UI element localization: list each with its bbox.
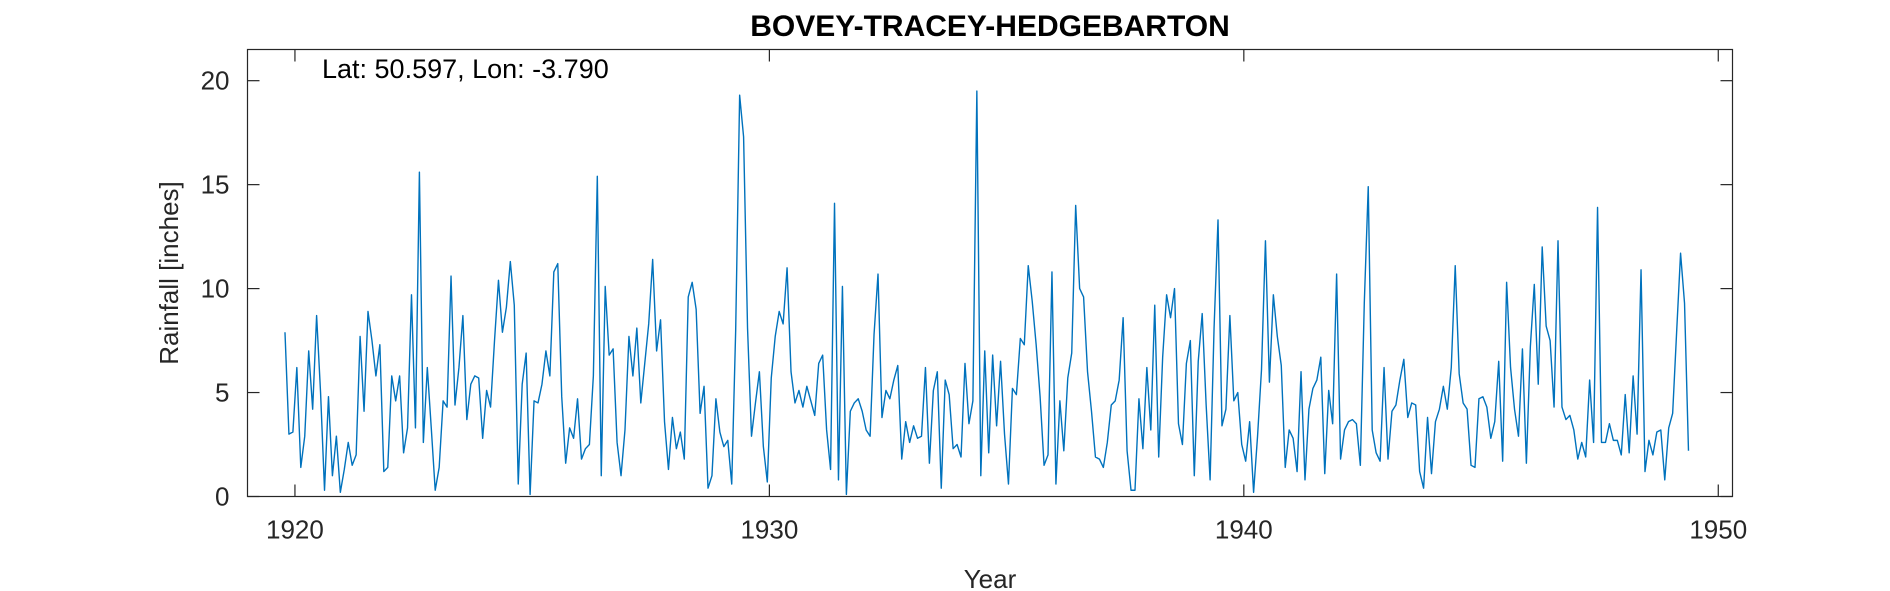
y-tick-label: 10 bbox=[201, 274, 230, 304]
x-tick-label: 1920 bbox=[266, 515, 324, 545]
plot-frame bbox=[246, 48, 1734, 498]
axis-ticks: 1920 1930 1940 1950 0 5 10 15 20 bbox=[201, 49, 1747, 545]
data-series bbox=[284, 90, 1690, 496]
y-tick-label: 0 bbox=[215, 482, 229, 512]
y-tick-label: 5 bbox=[215, 378, 229, 408]
chart-title: BOVEY-TRACEY-HEDGEBARTON bbox=[750, 10, 1230, 43]
location-annotation: Lat: 50.597, Lon: -3.790 bbox=[322, 54, 609, 84]
axes bbox=[246, 48, 1734, 498]
y-axis-label: Rainfall [inches] bbox=[154, 181, 184, 365]
x-tick-label: 1950 bbox=[1689, 515, 1747, 545]
x-tick-label: 1930 bbox=[740, 515, 798, 545]
y-tick-label: 15 bbox=[201, 170, 230, 200]
rainfall-series-line bbox=[284, 90, 1690, 496]
y-tick-label: 20 bbox=[201, 66, 230, 96]
x-axis-label: Year bbox=[964, 564, 1017, 591]
x-tick-label: 1940 bbox=[1215, 515, 1273, 545]
